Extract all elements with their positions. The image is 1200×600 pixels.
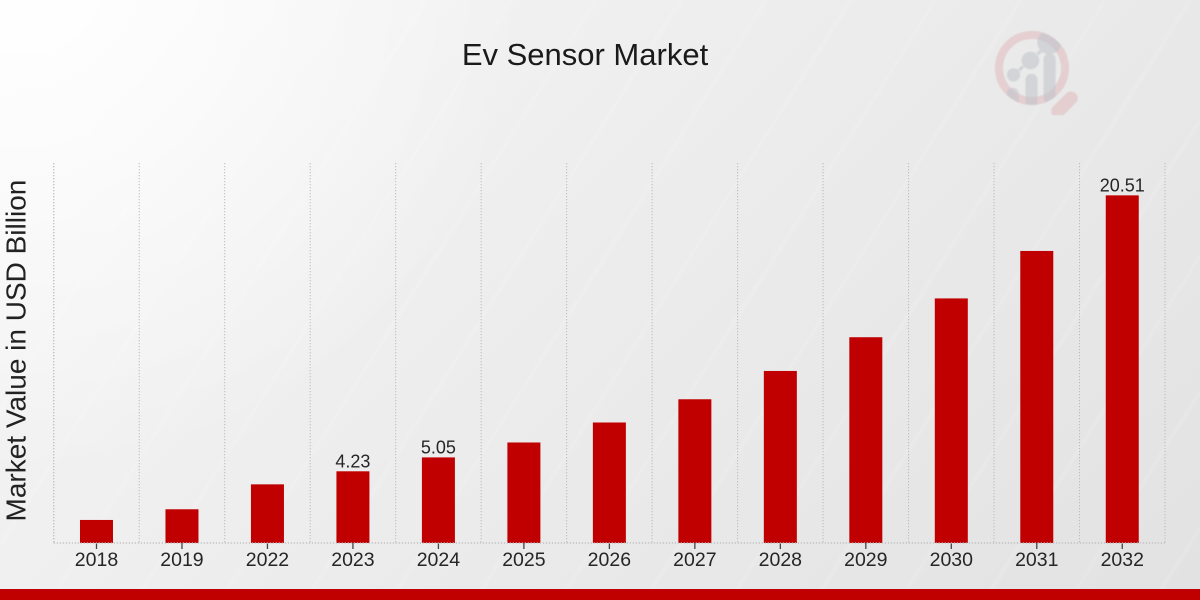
svg-text:2027: 2027 (673, 549, 716, 571)
svg-text:4.23: 4.23 (335, 451, 370, 471)
svg-text:2019: 2019 (160, 549, 203, 571)
svg-text:2029: 2029 (844, 549, 887, 571)
svg-text:2031: 2031 (1015, 549, 1058, 571)
svg-text:2023: 2023 (331, 549, 374, 571)
svg-text:2030: 2030 (930, 549, 974, 571)
svg-text:2022: 2022 (246, 549, 289, 571)
svg-text:2025: 2025 (502, 549, 546, 571)
svg-text:2024: 2024 (417, 549, 461, 571)
svg-text:20.51: 20.51 (1100, 175, 1145, 195)
svg-text:2018: 2018 (75, 549, 118, 571)
svg-text:2026: 2026 (588, 549, 631, 571)
svg-text:2028: 2028 (759, 549, 802, 571)
svg-text:5.05: 5.05 (421, 437, 456, 457)
svg-text:2032: 2032 (1101, 549, 1144, 571)
